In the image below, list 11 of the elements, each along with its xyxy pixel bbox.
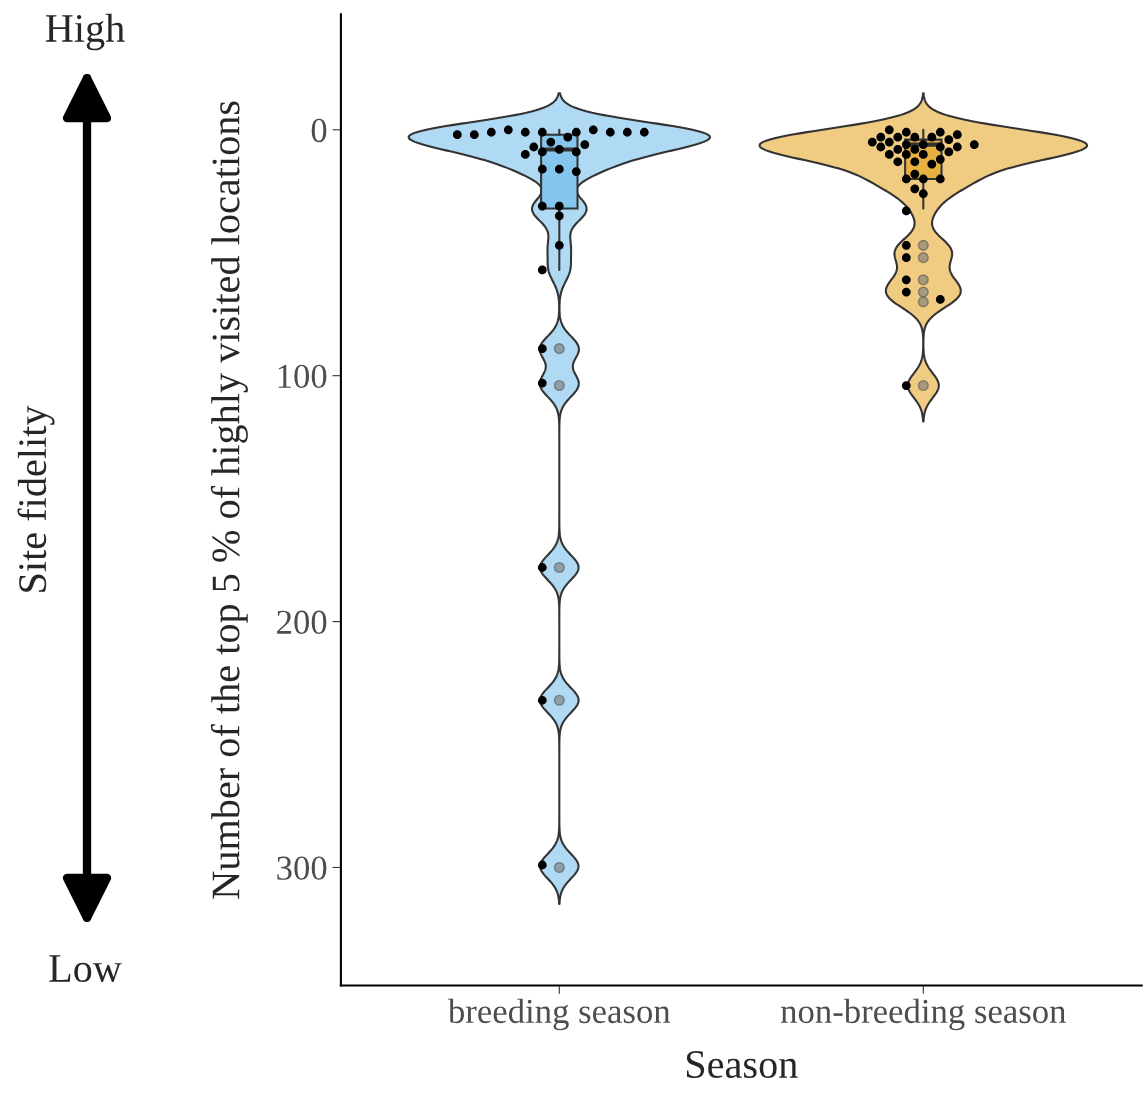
y-tick-label: 100 xyxy=(278,364,327,389)
text: Site fidelity xyxy=(17,405,55,592)
text: High xyxy=(45,13,125,51)
y-axis-title: Number of the top 5 % of highly visited locations xyxy=(210,101,248,899)
y-tick-label: 300 xyxy=(277,856,327,880)
x-tick-label: breeding season xyxy=(447,998,671,1031)
y-tick-label: 200 xyxy=(277,610,327,634)
x-tick-label: non-breeding season xyxy=(780,998,1066,1031)
text: Low xyxy=(49,955,122,983)
x-axis-title: Season xyxy=(686,1051,798,1079)
y-tick-label: 0 xyxy=(311,118,327,143)
